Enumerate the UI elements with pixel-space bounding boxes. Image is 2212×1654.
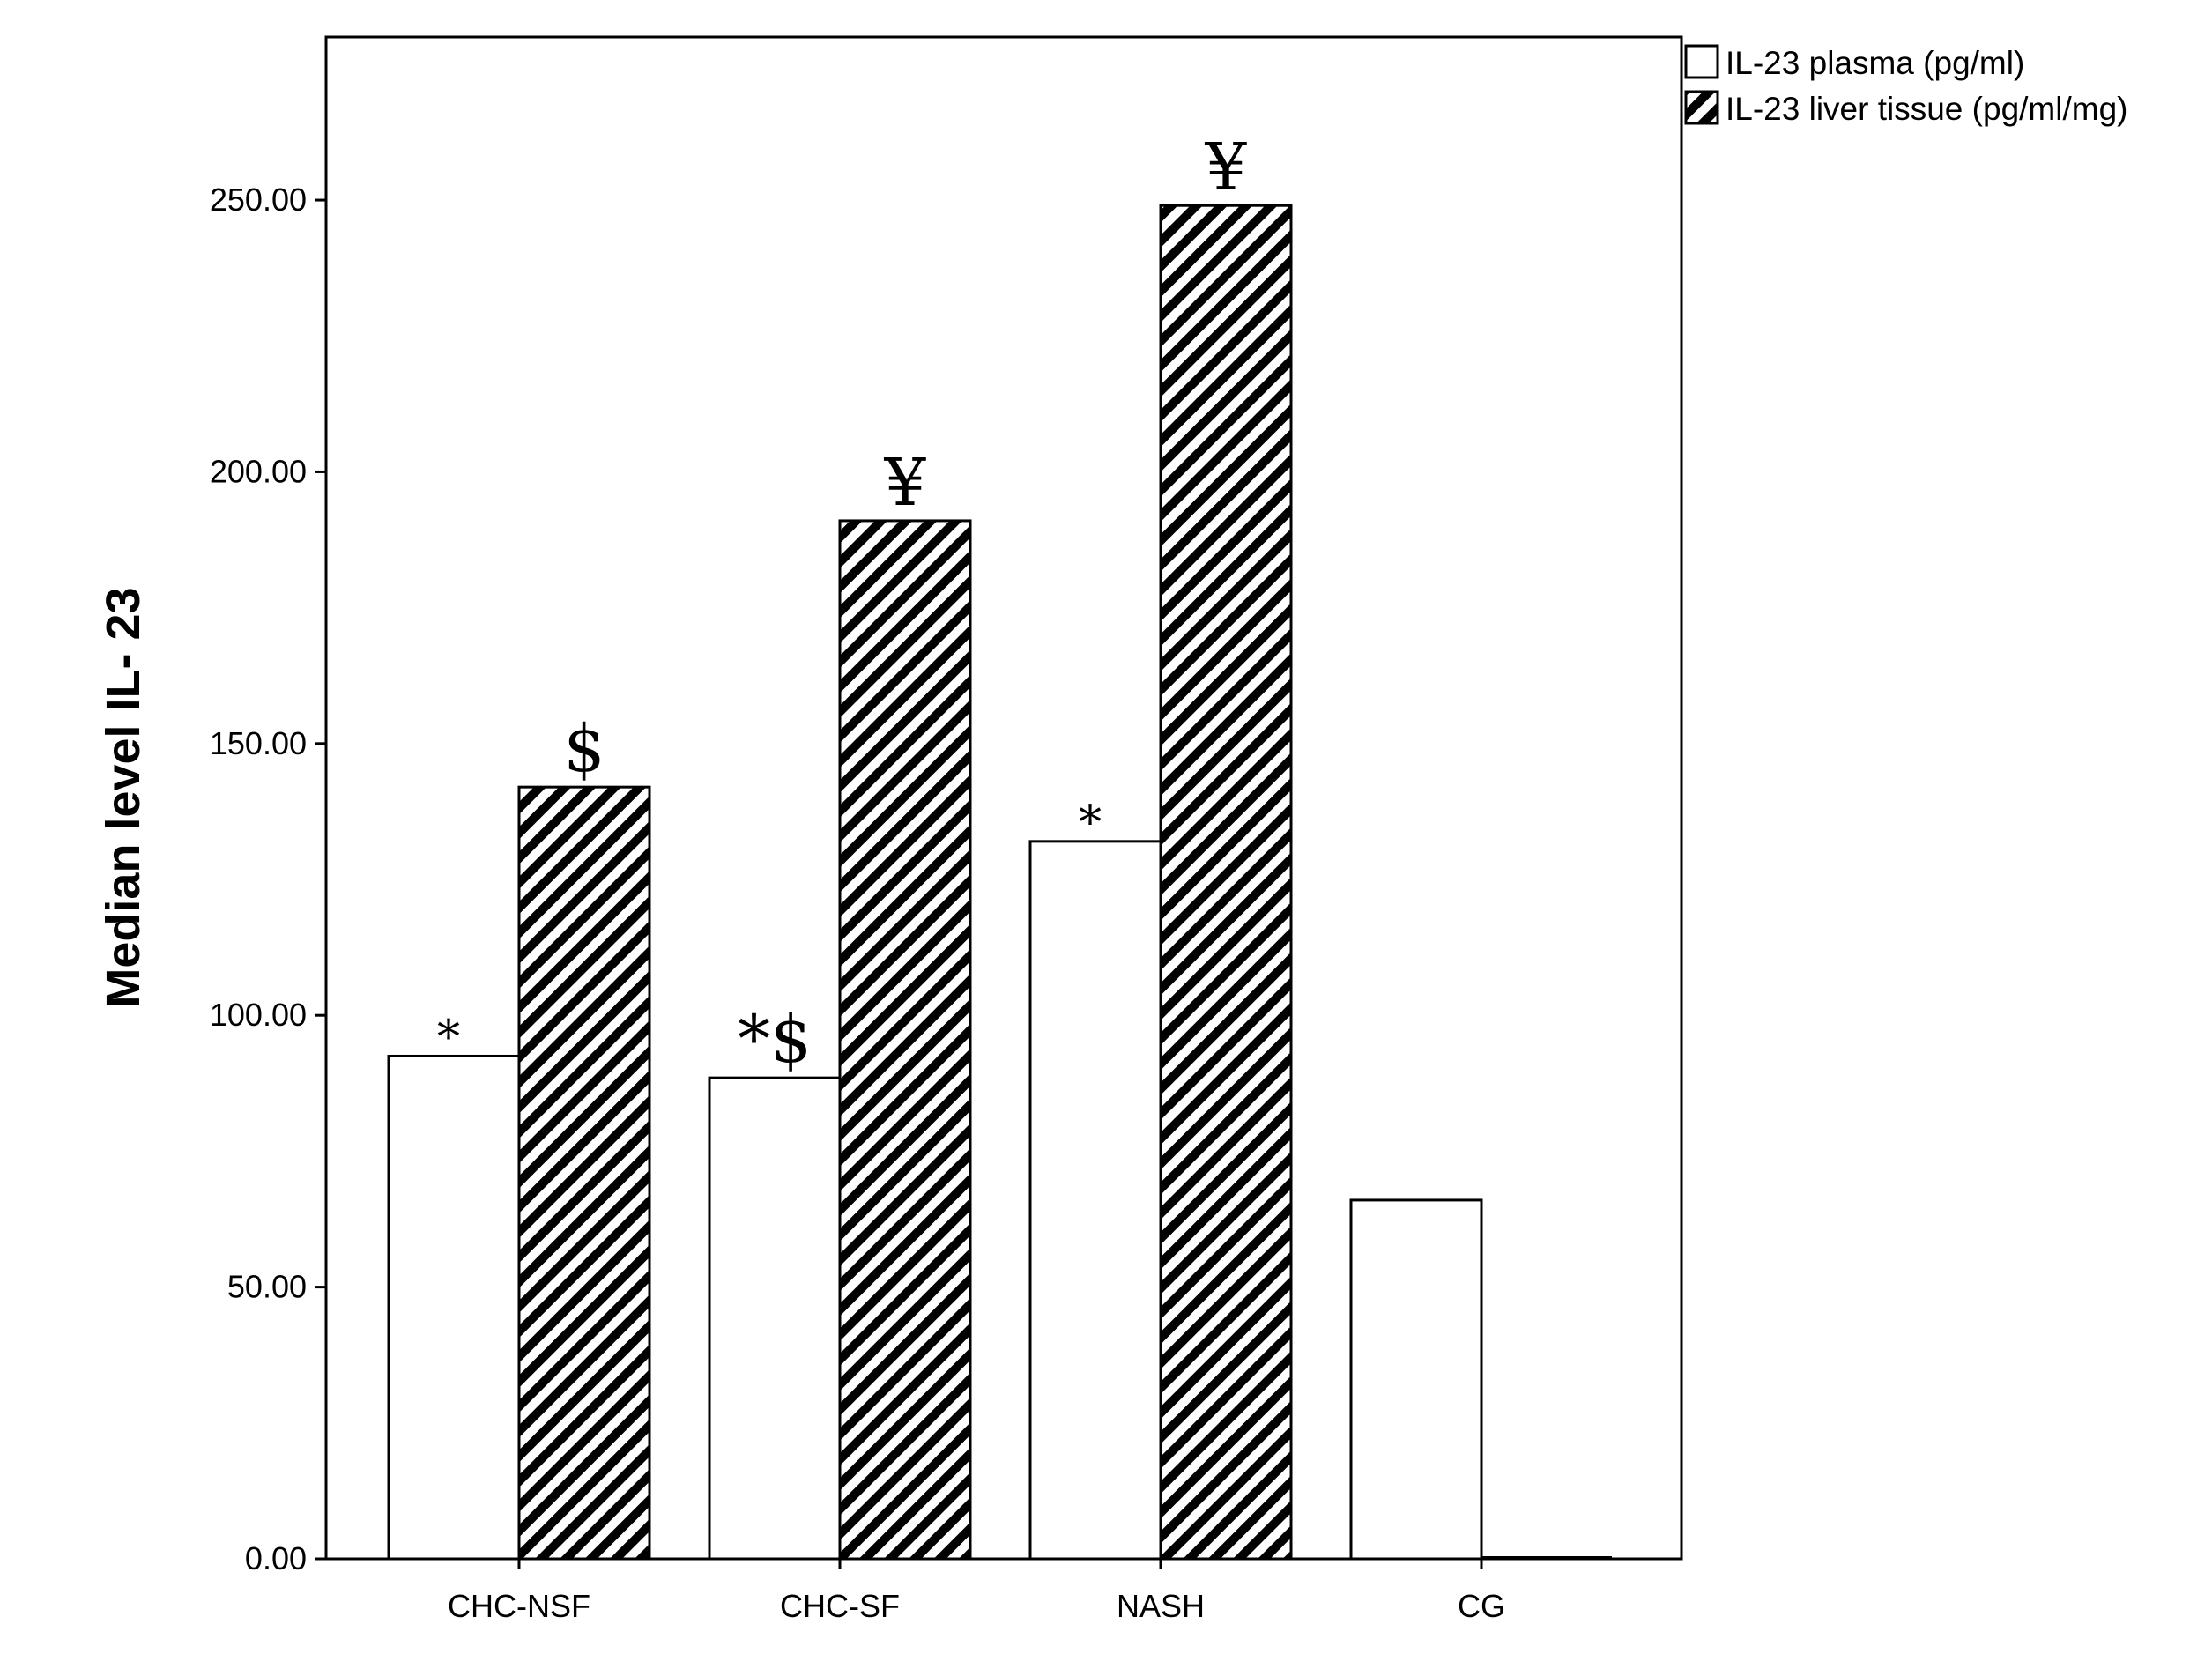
y-axis-title: Median level IL- 23 [97, 587, 150, 1007]
bar-cg-plasma [1349, 1198, 1483, 1561]
y-tick-label: 0.00 [245, 1540, 307, 1576]
bar-annotation: ¥ [1204, 130, 1247, 205]
y-tick-label: 50.00 [227, 1269, 307, 1305]
annotations-group: *$*$¥*¥ [437, 130, 1247, 1078]
x-tick-label: CHC-NSF [448, 1588, 590, 1624]
bar-chc-nsf-plasma [387, 1054, 521, 1561]
x-tick-label: CHC-SF [780, 1588, 900, 1624]
legend-label: IL-23 liver tissue (pg/ml/mg) [1726, 91, 2127, 127]
bar-annotation: * [1079, 797, 1102, 849]
bar-nash-plasma [1028, 840, 1162, 1561]
bar-annotation: *$ [738, 1002, 812, 1078]
bar-chc-sf-plasma [708, 1076, 842, 1561]
bar-chc-nsf-liver [517, 785, 651, 1561]
x-tick-label: CG [1458, 1588, 1505, 1624]
bar-chc-sf-liver [838, 519, 972, 1561]
legend-swatch [1684, 44, 1719, 79]
y-tick-label: 250.00 [210, 182, 307, 218]
legend-swatch [1684, 90, 1719, 125]
legend: IL-23 plasma (pg/ml) IL-23 liver tissue (… [1684, 44, 2127, 127]
bars-group [387, 204, 1612, 1561]
bar-annotation: ¥ [883, 445, 926, 521]
legend-label: IL-23 plasma (pg/ml) [1726, 45, 2024, 81]
y-tick-label: 200.00 [210, 453, 307, 489]
bar-annotation: $ [563, 711, 605, 787]
x-tick-label: NASH [1117, 1588, 1205, 1624]
y-tick-label: 100.00 [210, 997, 307, 1033]
bar-nash-liver [1159, 204, 1293, 1561]
y-tick-label: 150.00 [210, 725, 307, 761]
bar-annotation: * [437, 1011, 460, 1064]
x-axis: CHC-NSF CHC-SF NASH CG [448, 1559, 1505, 1624]
y-axis: 0.00 50.00 100.00 150.00 200.00 250.00 [210, 182, 326, 1576]
